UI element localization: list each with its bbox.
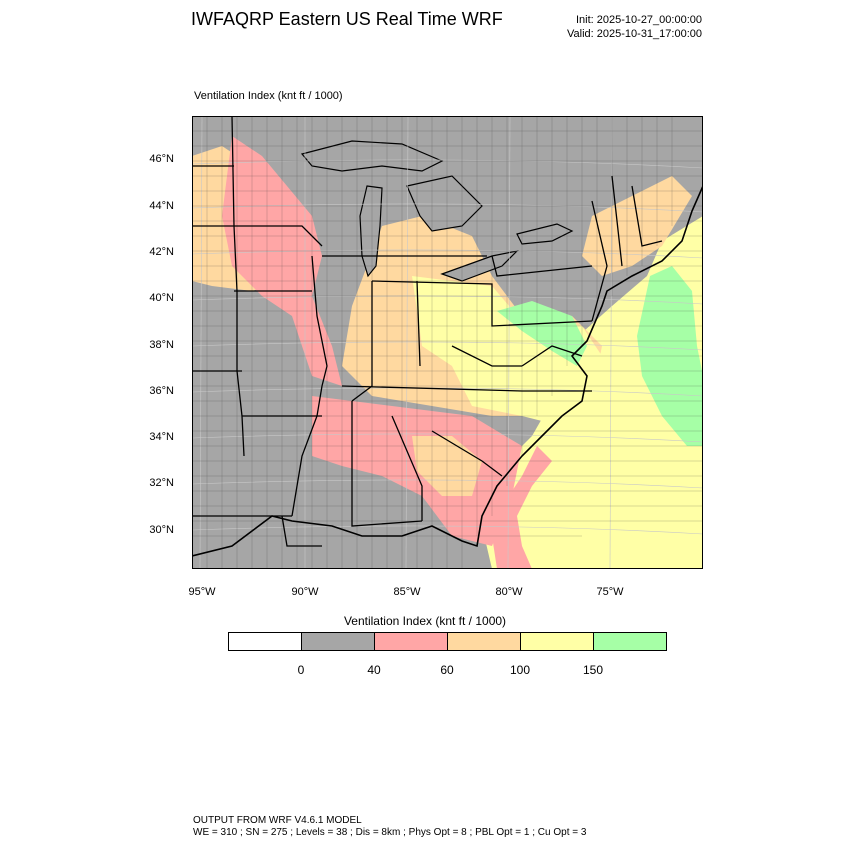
plot-field-label: Ventilation Index (knt ft / 1000): [194, 90, 343, 102]
coastline: [192, 185, 703, 557]
valid-time: Valid: 2025-10-31_17:00:00: [567, 28, 702, 40]
colorbar-swatch-5: [593, 632, 667, 651]
lon-label-90w: 90°W: [291, 586, 319, 598]
lat-label-36n: 36°N: [149, 385, 174, 397]
colorbar-tick-60: 60: [440, 663, 454, 677]
map-frame: [192, 116, 703, 569]
colorbar-swatch-2: [374, 632, 448, 651]
colorbar-tick-40: 40: [367, 663, 381, 677]
lat-label-38n: 38°N: [149, 339, 174, 351]
lat-label-42n: 42°N: [149, 246, 174, 258]
colorbar-title: Ventilation Index (knt ft / 1000): [343, 614, 507, 628]
run-times: Init: 2025-10-27_00:00:00 Valid: 2025-10…: [567, 13, 702, 41]
colorbar-swatch-4: [520, 632, 594, 651]
lon-label-95w: 95°W: [188, 586, 216, 598]
colorbar-swatch-0: [228, 632, 302, 651]
lat-label-44n: 44°N: [149, 200, 174, 212]
coastal-low-band: [492, 446, 552, 569]
lat-label-30n: 30°N: [149, 524, 174, 536]
lat-label-40n: 40°N: [149, 292, 174, 304]
lon-label-75w: 75°W: [596, 586, 624, 598]
ventilation-map: [192, 116, 703, 569]
colorbar-tick-0: 0: [297, 663, 305, 677]
colorbar-swatch-1: [301, 632, 375, 651]
lat-label-34n: 34°N: [149, 431, 174, 443]
footer-model-line: OUTPUT FROM WRF V4.6.1 MODEL: [193, 815, 362, 826]
colorbar-tick-150: 150: [582, 663, 604, 677]
colorbar: [228, 632, 667, 651]
colorbar-tick-100: 100: [509, 663, 531, 677]
lon-label-80w: 80°W: [495, 586, 523, 598]
model-footer: OUTPUT FROM WRF V4.6.1 MODEL WE = 310 ; …: [193, 815, 586, 839]
lat-label-46n: 46°N: [149, 153, 174, 165]
lat-label-32n: 32°N: [149, 477, 174, 489]
lon-label-85w: 85°W: [393, 586, 421, 598]
state-boundaries: [192, 116, 663, 547]
page-title: IWFAQRP Eastern US Real Time WRF: [191, 9, 503, 29]
county-lines: [192, 116, 703, 569]
footer-config-line: WE = 310 ; SN = 275 ; Levels = 38 ; Dis …: [193, 827, 587, 838]
init-time: Init: 2025-10-27_00:00:00: [576, 14, 702, 26]
colorbar-swatch-3: [447, 632, 521, 651]
